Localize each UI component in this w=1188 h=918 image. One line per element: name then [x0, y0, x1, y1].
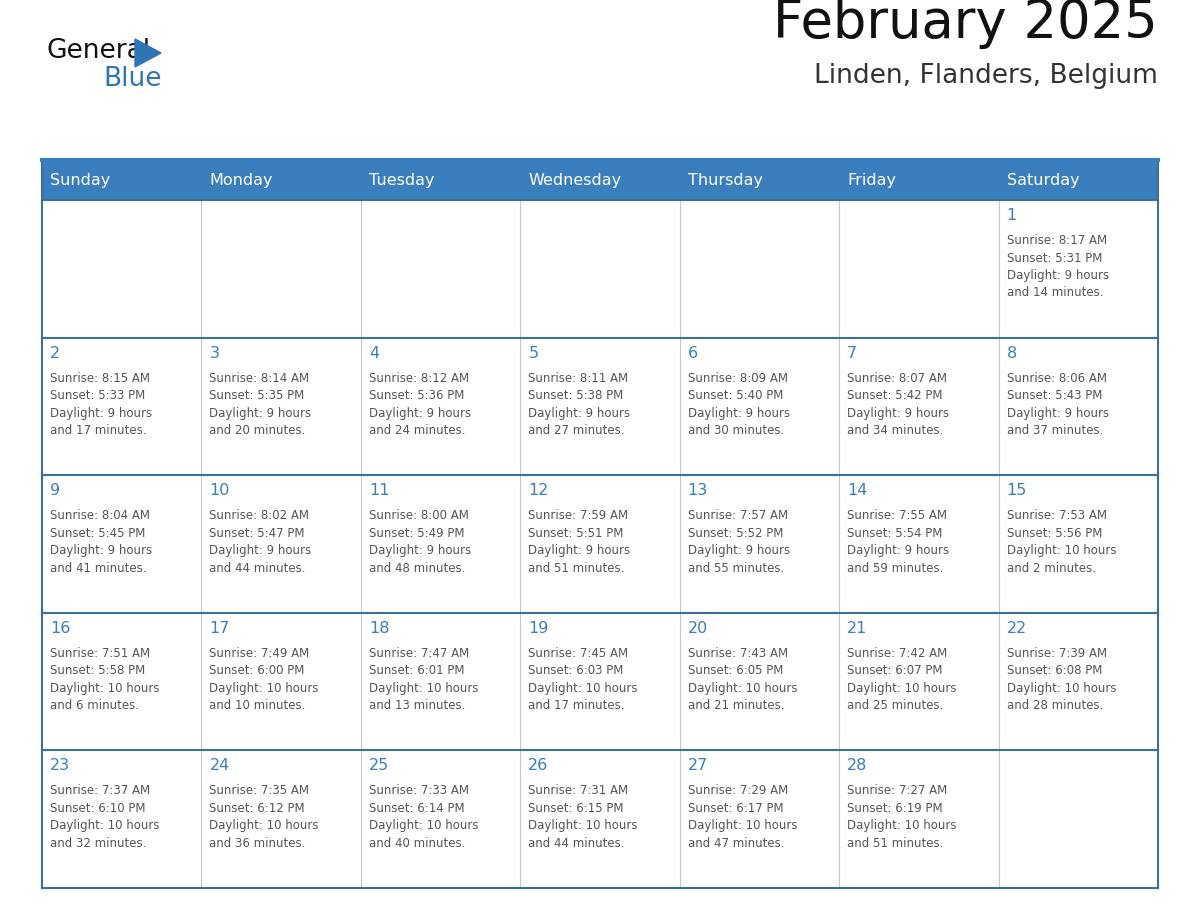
Text: Sunrise: 8:06 AM
Sunset: 5:43 PM
Daylight: 9 hours
and 37 minutes.: Sunrise: 8:06 AM Sunset: 5:43 PM Dayligh… [1006, 372, 1108, 437]
Bar [42, 750, 1158, 888]
Text: 19: 19 [529, 621, 549, 636]
Text: 1: 1 [1006, 208, 1017, 223]
Text: 21: 21 [847, 621, 867, 636]
Text: Sunrise: 7:33 AM
Sunset: 6:14 PM
Daylight: 10 hours
and 40 minutes.: Sunrise: 7:33 AM Sunset: 6:14 PM Dayligh… [368, 784, 479, 850]
Text: Friday: Friday [847, 174, 896, 188]
Text: 27: 27 [688, 758, 708, 773]
Text: 24: 24 [209, 758, 229, 773]
Text: Sunrise: 8:00 AM
Sunset: 5:49 PM
Daylight: 9 hours
and 48 minutes.: Sunrise: 8:00 AM Sunset: 5:49 PM Dayligh… [368, 509, 470, 575]
Text: Sunrise: 7:45 AM
Sunset: 6:03 PM
Daylight: 10 hours
and 17 minutes.: Sunrise: 7:45 AM Sunset: 6:03 PM Dayligh… [529, 647, 638, 712]
Bar [42, 338, 1158, 476]
Text: 7: 7 [847, 345, 858, 361]
Text: 13: 13 [688, 483, 708, 498]
Text: Sunrise: 7:35 AM
Sunset: 6:12 PM
Daylight: 10 hours
and 36 minutes.: Sunrise: 7:35 AM Sunset: 6:12 PM Dayligh… [209, 784, 318, 850]
Bar [42, 613, 1158, 750]
Text: 10: 10 [209, 483, 229, 498]
Text: 26: 26 [529, 758, 549, 773]
Text: Blue: Blue [103, 66, 162, 92]
Text: Monday: Monday [209, 174, 273, 188]
Text: 28: 28 [847, 758, 867, 773]
Text: Sunrise: 8:11 AM
Sunset: 5:38 PM
Daylight: 9 hours
and 27 minutes.: Sunrise: 8:11 AM Sunset: 5:38 PM Dayligh… [529, 372, 631, 437]
Text: Sunrise: 7:49 AM
Sunset: 6:00 PM
Daylight: 10 hours
and 10 minutes.: Sunrise: 7:49 AM Sunset: 6:00 PM Dayligh… [209, 647, 318, 712]
Text: Sunrise: 8:14 AM
Sunset: 5:35 PM
Daylight: 9 hours
and 20 minutes.: Sunrise: 8:14 AM Sunset: 5:35 PM Dayligh… [209, 372, 311, 437]
Text: Sunrise: 8:12 AM
Sunset: 5:36 PM
Daylight: 9 hours
and 24 minutes.: Sunrise: 8:12 AM Sunset: 5:36 PM Dayligh… [368, 372, 470, 437]
Text: 11: 11 [368, 483, 390, 498]
Polygon shape [135, 39, 162, 67]
Text: Sunrise: 7:57 AM
Sunset: 5:52 PM
Daylight: 9 hours
and 55 minutes.: Sunrise: 7:57 AM Sunset: 5:52 PM Dayligh… [688, 509, 790, 575]
Text: Thursday: Thursday [688, 174, 763, 188]
Text: Sunrise: 8:04 AM
Sunset: 5:45 PM
Daylight: 9 hours
and 41 minutes.: Sunrise: 8:04 AM Sunset: 5:45 PM Dayligh… [50, 509, 152, 575]
Text: Sunrise: 7:29 AM
Sunset: 6:17 PM
Daylight: 10 hours
and 47 minutes.: Sunrise: 7:29 AM Sunset: 6:17 PM Dayligh… [688, 784, 797, 850]
Text: 12: 12 [529, 483, 549, 498]
Text: Sunrise: 7:37 AM
Sunset: 6:10 PM
Daylight: 10 hours
and 32 minutes.: Sunrise: 7:37 AM Sunset: 6:10 PM Dayligh… [50, 784, 159, 850]
Text: 15: 15 [1006, 483, 1026, 498]
Bar [42, 476, 1158, 613]
Text: Sunrise: 8:17 AM
Sunset: 5:31 PM
Daylight: 9 hours
and 14 minutes.: Sunrise: 8:17 AM Sunset: 5:31 PM Dayligh… [1006, 234, 1108, 299]
Text: 23: 23 [50, 758, 70, 773]
Text: 18: 18 [368, 621, 390, 636]
Text: Sunrise: 7:47 AM
Sunset: 6:01 PM
Daylight: 10 hours
and 13 minutes.: Sunrise: 7:47 AM Sunset: 6:01 PM Dayligh… [368, 647, 479, 712]
Text: Sunrise: 8:07 AM
Sunset: 5:42 PM
Daylight: 9 hours
and 34 minutes.: Sunrise: 8:07 AM Sunset: 5:42 PM Dayligh… [847, 372, 949, 437]
Text: 14: 14 [847, 483, 867, 498]
Text: Sunrise: 7:55 AM
Sunset: 5:54 PM
Daylight: 9 hours
and 59 minutes.: Sunrise: 7:55 AM Sunset: 5:54 PM Dayligh… [847, 509, 949, 575]
Bar [42, 162, 1158, 200]
Text: 25: 25 [368, 758, 390, 773]
Text: 20: 20 [688, 621, 708, 636]
Text: February 2025: February 2025 [773, 0, 1158, 49]
Text: Sunrise: 7:51 AM
Sunset: 5:58 PM
Daylight: 10 hours
and 6 minutes.: Sunrise: 7:51 AM Sunset: 5:58 PM Dayligh… [50, 647, 159, 712]
Text: 2: 2 [50, 345, 61, 361]
Text: 9: 9 [50, 483, 61, 498]
Text: Sunrise: 7:27 AM
Sunset: 6:19 PM
Daylight: 10 hours
and 51 minutes.: Sunrise: 7:27 AM Sunset: 6:19 PM Dayligh… [847, 784, 956, 850]
Text: 22: 22 [1006, 621, 1026, 636]
Text: Sunrise: 7:31 AM
Sunset: 6:15 PM
Daylight: 10 hours
and 44 minutes.: Sunrise: 7:31 AM Sunset: 6:15 PM Dayligh… [529, 784, 638, 850]
Text: Sunrise: 8:15 AM
Sunset: 5:33 PM
Daylight: 9 hours
and 17 minutes.: Sunrise: 8:15 AM Sunset: 5:33 PM Dayligh… [50, 372, 152, 437]
Text: Tuesday: Tuesday [368, 174, 435, 188]
Text: Sunrise: 7:39 AM
Sunset: 6:08 PM
Daylight: 10 hours
and 28 minutes.: Sunrise: 7:39 AM Sunset: 6:08 PM Dayligh… [1006, 647, 1116, 712]
Text: 5: 5 [529, 345, 538, 361]
Text: Sunrise: 7:53 AM
Sunset: 5:56 PM
Daylight: 10 hours
and 2 minutes.: Sunrise: 7:53 AM Sunset: 5:56 PM Dayligh… [1006, 509, 1116, 575]
Text: Wednesday: Wednesday [529, 174, 621, 188]
Bar [42, 200, 1158, 338]
Text: 3: 3 [209, 345, 220, 361]
Text: 4: 4 [368, 345, 379, 361]
Text: 6: 6 [688, 345, 697, 361]
Text: Sunrise: 8:09 AM
Sunset: 5:40 PM
Daylight: 9 hours
and 30 minutes.: Sunrise: 8:09 AM Sunset: 5:40 PM Dayligh… [688, 372, 790, 437]
Text: Sunrise: 7:43 AM
Sunset: 6:05 PM
Daylight: 10 hours
and 21 minutes.: Sunrise: 7:43 AM Sunset: 6:05 PM Dayligh… [688, 647, 797, 712]
Text: Sunday: Sunday [50, 174, 110, 188]
Text: Saturday: Saturday [1006, 174, 1079, 188]
Text: Linden, Flanders, Belgium: Linden, Flanders, Belgium [814, 63, 1158, 89]
Text: Sunrise: 7:59 AM
Sunset: 5:51 PM
Daylight: 9 hours
and 51 minutes.: Sunrise: 7:59 AM Sunset: 5:51 PM Dayligh… [529, 509, 631, 575]
Text: Sunrise: 7:42 AM
Sunset: 6:07 PM
Daylight: 10 hours
and 25 minutes.: Sunrise: 7:42 AM Sunset: 6:07 PM Dayligh… [847, 647, 956, 712]
Text: 16: 16 [50, 621, 70, 636]
Text: Sunrise: 8:02 AM
Sunset: 5:47 PM
Daylight: 9 hours
and 44 minutes.: Sunrise: 8:02 AM Sunset: 5:47 PM Dayligh… [209, 509, 311, 575]
Text: 17: 17 [209, 621, 229, 636]
Text: General: General [48, 38, 151, 64]
Text: 8: 8 [1006, 345, 1017, 361]
